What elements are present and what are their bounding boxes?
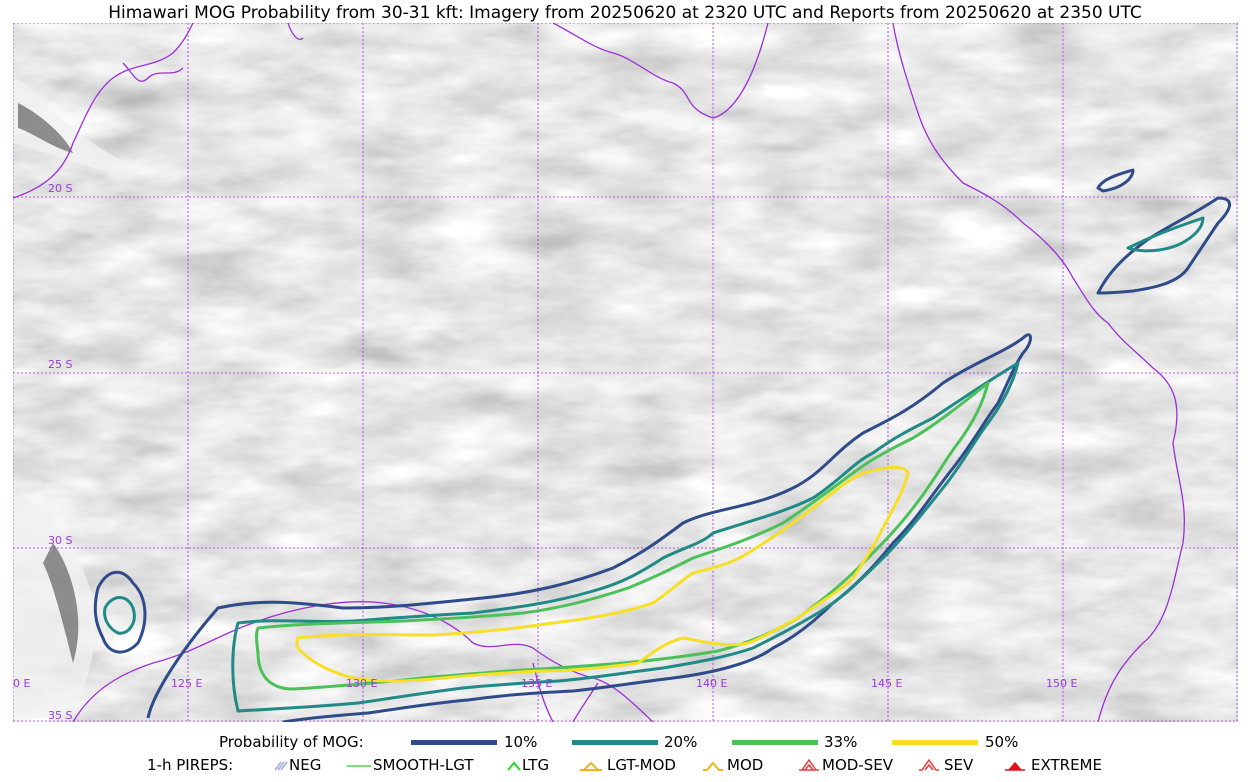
extreme-icon (1005, 761, 1025, 771)
lon-label-150e: 150 E (1046, 677, 1078, 690)
pirep-label-mod: MOD (727, 756, 764, 774)
contour-20pct (231, 361, 1020, 713)
contour-33pct (255, 381, 990, 691)
mod-sev-icon (799, 758, 819, 771)
lat-label-25s: 25 S (48, 358, 73, 371)
sev-icon (919, 758, 939, 771)
pirep-label-extreme: EXTREME (1031, 756, 1102, 774)
pirep-label-neg: NEG (289, 756, 322, 774)
pirep-label-lgt-mod: LGT-MOD (607, 756, 676, 774)
satellite-map: 20 S 25 S 30 S 35 S 120 E 125 E 130 E 13… (13, 23, 1238, 722)
legend-label-10pct: 10% (504, 733, 538, 751)
lat-label-35s: 35 S (48, 709, 73, 722)
map-title: Himawari MOG Probability from 30-31 kft:… (108, 3, 1142, 23)
lon-label-145e: 145 E (871, 677, 903, 690)
satellite-imagery (13, 23, 1238, 722)
cloud-patches (13, 78, 129, 722)
contour-50pct (295, 465, 910, 683)
probability-legend-label: Probability of MOG: (219, 733, 364, 751)
lon-label-135e: 135 E (521, 677, 553, 690)
contour-10pct-north-east-small (1096, 168, 1135, 193)
legend-swatch-33pct (732, 740, 818, 745)
legend: Probability of MOG: 10% 20% 33% 50% 1-h … (0, 730, 1250, 782)
legend-label-20pct: 20% (664, 733, 698, 751)
mog-probability-contours (93, 168, 1231, 722)
pireps-legend-label: 1-h PIREPS: (147, 756, 234, 774)
mod-icon (703, 761, 723, 771)
coastline (13, 23, 1186, 722)
pirep-label-sev: SEV (944, 756, 974, 774)
pirep-label-ltg: LTG (522, 756, 550, 774)
dark-cloud-shadow (18, 103, 79, 663)
lon-label-120e: 120 E (13, 677, 31, 690)
lon-label-140e: 140 E (696, 677, 728, 690)
legend-swatch-10pct (411, 740, 497, 745)
legend-label-33pct: 33% (824, 733, 858, 751)
pirep-label-smooth-lgt: SMOOTH-LGT (373, 756, 474, 774)
lat-lon-gridlines (13, 23, 1238, 722)
neg-icon (274, 761, 288, 771)
pirep-label-mod-sev: MOD-SEV (822, 756, 893, 774)
lat-label-20s: 20 S (48, 182, 73, 195)
contour-10pct-north-east (1096, 196, 1231, 295)
contour-10pct-main (146, 333, 1032, 722)
lat-label-30s: 30 S (48, 534, 73, 547)
ltg-icon (507, 761, 521, 771)
contour-10pct-west (93, 570, 147, 654)
legend-swatch-50pct (892, 740, 978, 745)
legend-label-50pct: 50% (985, 733, 1019, 751)
lgt-mod-icon (580, 761, 602, 771)
legend-swatch-20pct (572, 740, 658, 745)
contour-20pct-north-east (1126, 216, 1205, 253)
lon-label-125e: 125 E (171, 677, 203, 690)
smooth-lgt-icon (347, 765, 371, 767)
map-canvas (13, 23, 1238, 722)
lon-label-130e: 130 E (346, 677, 378, 690)
contour-20pct-west (103, 596, 136, 635)
